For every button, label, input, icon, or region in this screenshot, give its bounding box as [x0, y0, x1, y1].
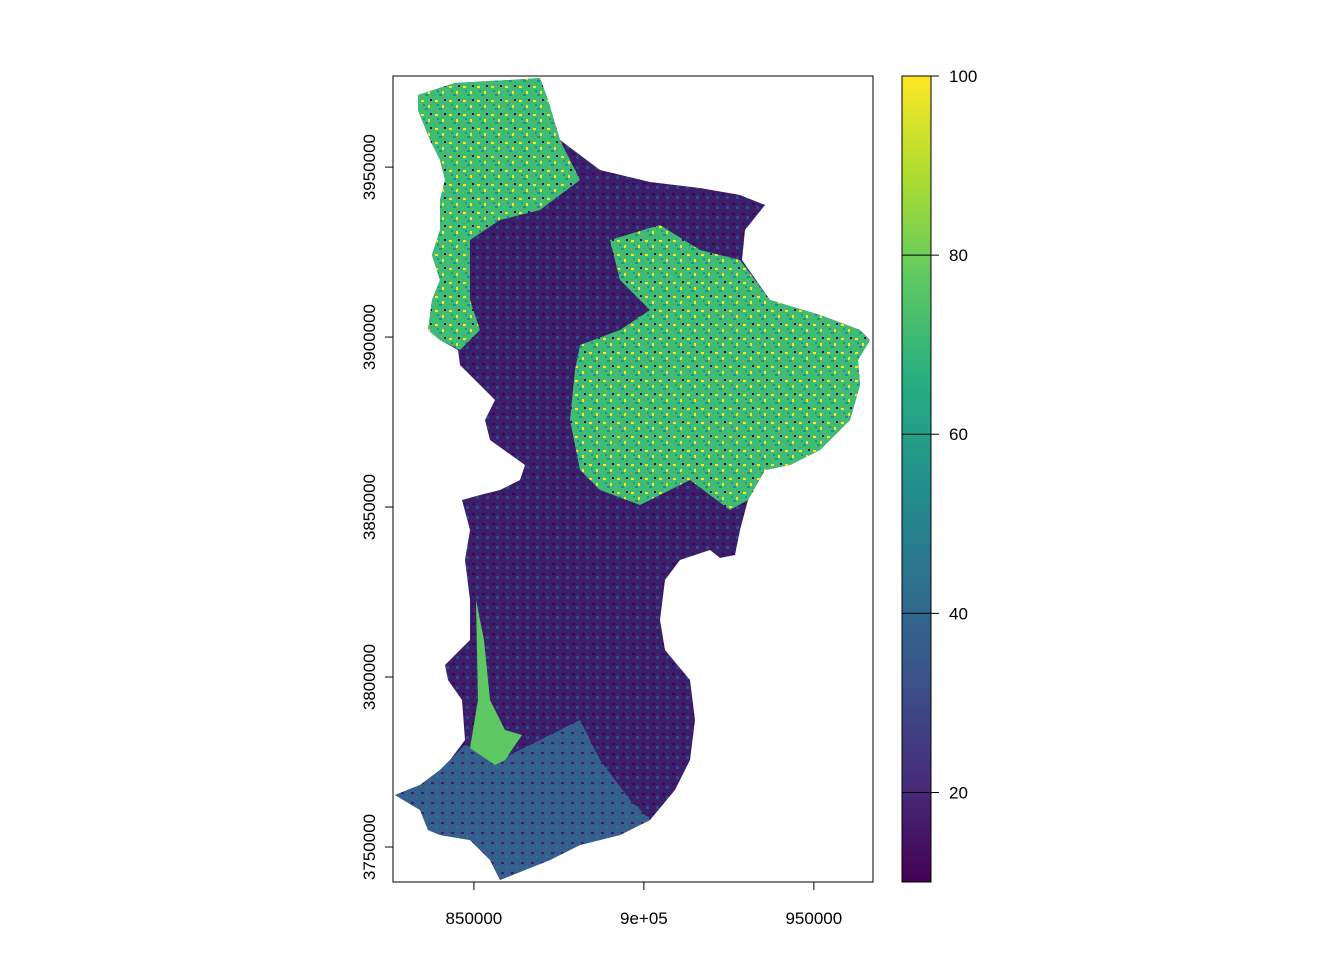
lake: [470, 600, 522, 765]
y-tick-label: 3850000: [360, 474, 379, 540]
y-tick-label: 3800000: [360, 644, 379, 710]
region-southwest: [395, 720, 650, 880]
y-tick-label: 3750000: [360, 814, 379, 880]
colorbar-tick-label: 20: [949, 783, 968, 802]
region-east: [570, 225, 870, 510]
plot-frame: [392, 75, 874, 883]
colorbar-scale: [901, 75, 932, 883]
colorbar-tick-label: 80: [949, 246, 968, 265]
colorbar: 20 40 60 80 100: [901, 67, 977, 883]
x-tick-label: 950000: [785, 909, 842, 928]
colorbar-tick-label: 60: [949, 425, 968, 444]
x-tick-label: 9e+05: [620, 909, 668, 928]
colorbar-tick-label: 100: [949, 67, 977, 86]
raster-area: [395, 78, 870, 880]
y-tick-label: 3950000: [360, 134, 379, 200]
region-north: [418, 78, 580, 350]
x-tick-label: 850000: [446, 909, 503, 928]
colorbar-tick-label: 40: [949, 604, 968, 623]
y-tick-label: 3900000: [360, 304, 379, 370]
